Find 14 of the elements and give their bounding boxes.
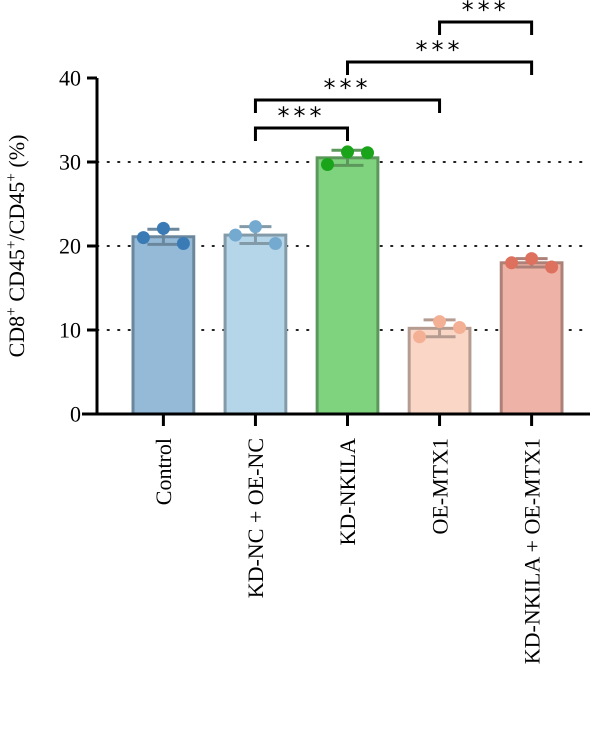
x-tick-label: KD-NKILA <box>335 438 360 546</box>
x-tick-label: KD-NKILA + OE-MTX1 <box>519 438 544 664</box>
y-tick-label: 20 <box>59 234 81 259</box>
y-tick-label: 30 <box>59 150 81 175</box>
y-tick-label: 40 <box>59 66 81 91</box>
y-tick-label: 0 <box>70 402 81 427</box>
y-tick-label: 10 <box>59 318 81 343</box>
x-tick-label: OE-MTX1 <box>427 438 452 535</box>
annotation: *** <box>324 74 372 102</box>
x-tick-label: KD-NC + OE-NC <box>243 438 268 598</box>
text: *** <box>462 0 510 24</box>
x-tick-label: Control <box>151 438 176 506</box>
text: *** <box>416 36 464 64</box>
annotation: *** <box>277 102 326 130</box>
